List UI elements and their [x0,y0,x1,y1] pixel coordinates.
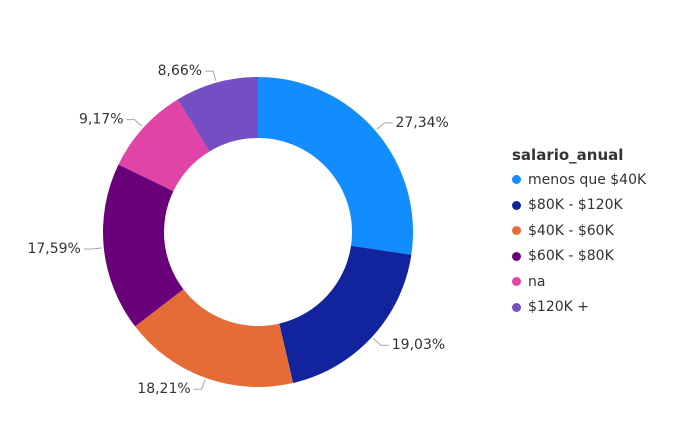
data-labels: 27,34% 19,03% 18,21% 17,59% 9,17% 8,66% [27,63,448,397]
leader-line-80k-120k [373,338,389,346]
legend-marker-icon [512,302,521,312]
legend-marker-icon [512,277,521,287]
legend-marker-icon [512,175,521,185]
legend-label: $80K - $120K [528,197,623,214]
legend-item-60k-80k[interactable]: $60K - $80K [512,244,646,270]
legend-title: salario_anual [512,146,624,164]
leader-line-60k-80k [83,247,102,250]
data-label-menos-que-40k: 27,34% [395,115,448,131]
legend-item-80k-120k[interactable]: $80K - $120K [512,193,646,219]
legend-label: $120K + [528,299,589,316]
legend-item-120k[interactable]: $120K + [512,295,646,321]
slice-80k-120k[interactable] [279,245,412,383]
legend-label: $60K - $80K [528,248,614,265]
leader-line-menos-que-40k [376,122,393,130]
data-label-na: 9,17% [79,112,123,128]
slice-na[interactable] [118,99,210,192]
leader-line-na [126,119,143,127]
legend: salario_anual menos que $40K $80K - $120K… [512,146,646,320]
slice-40k-60k[interactable] [135,289,294,387]
leader-line-40k-60k [193,379,206,390]
legend-item-menos-que-40k[interactable]: menos que $40K [512,167,646,193]
leader-lines [83,70,393,390]
slice-120k[interactable] [177,77,258,152]
donut-slices [103,77,413,387]
data-label-120k: 8,66% [158,63,202,79]
legend-item-na[interactable]: na [512,269,646,295]
legend-item-40k-60k[interactable]: $40K - $60K [512,218,646,244]
legend-label: menos que $40K [528,171,647,188]
legend-label: $40K - $60K [528,222,614,239]
legend-items: menos que $40K $80K - $120K $40K - $60K $60… [512,167,646,320]
data-label-80k-120k: 19,03% [392,337,445,353]
data-label-60k-80k: 17,59% [27,241,80,257]
data-label-40k-60k: 18,21% [137,381,190,397]
slice-60k-80k[interactable] [103,164,184,327]
legend-marker-icon [512,251,521,261]
slice-menos-que-40k[interactable] [258,77,413,255]
legend-marker-icon [512,226,521,236]
legend-label: na [528,273,546,290]
leader-line-120k [205,70,217,81]
legend-marker-icon [512,200,521,210]
